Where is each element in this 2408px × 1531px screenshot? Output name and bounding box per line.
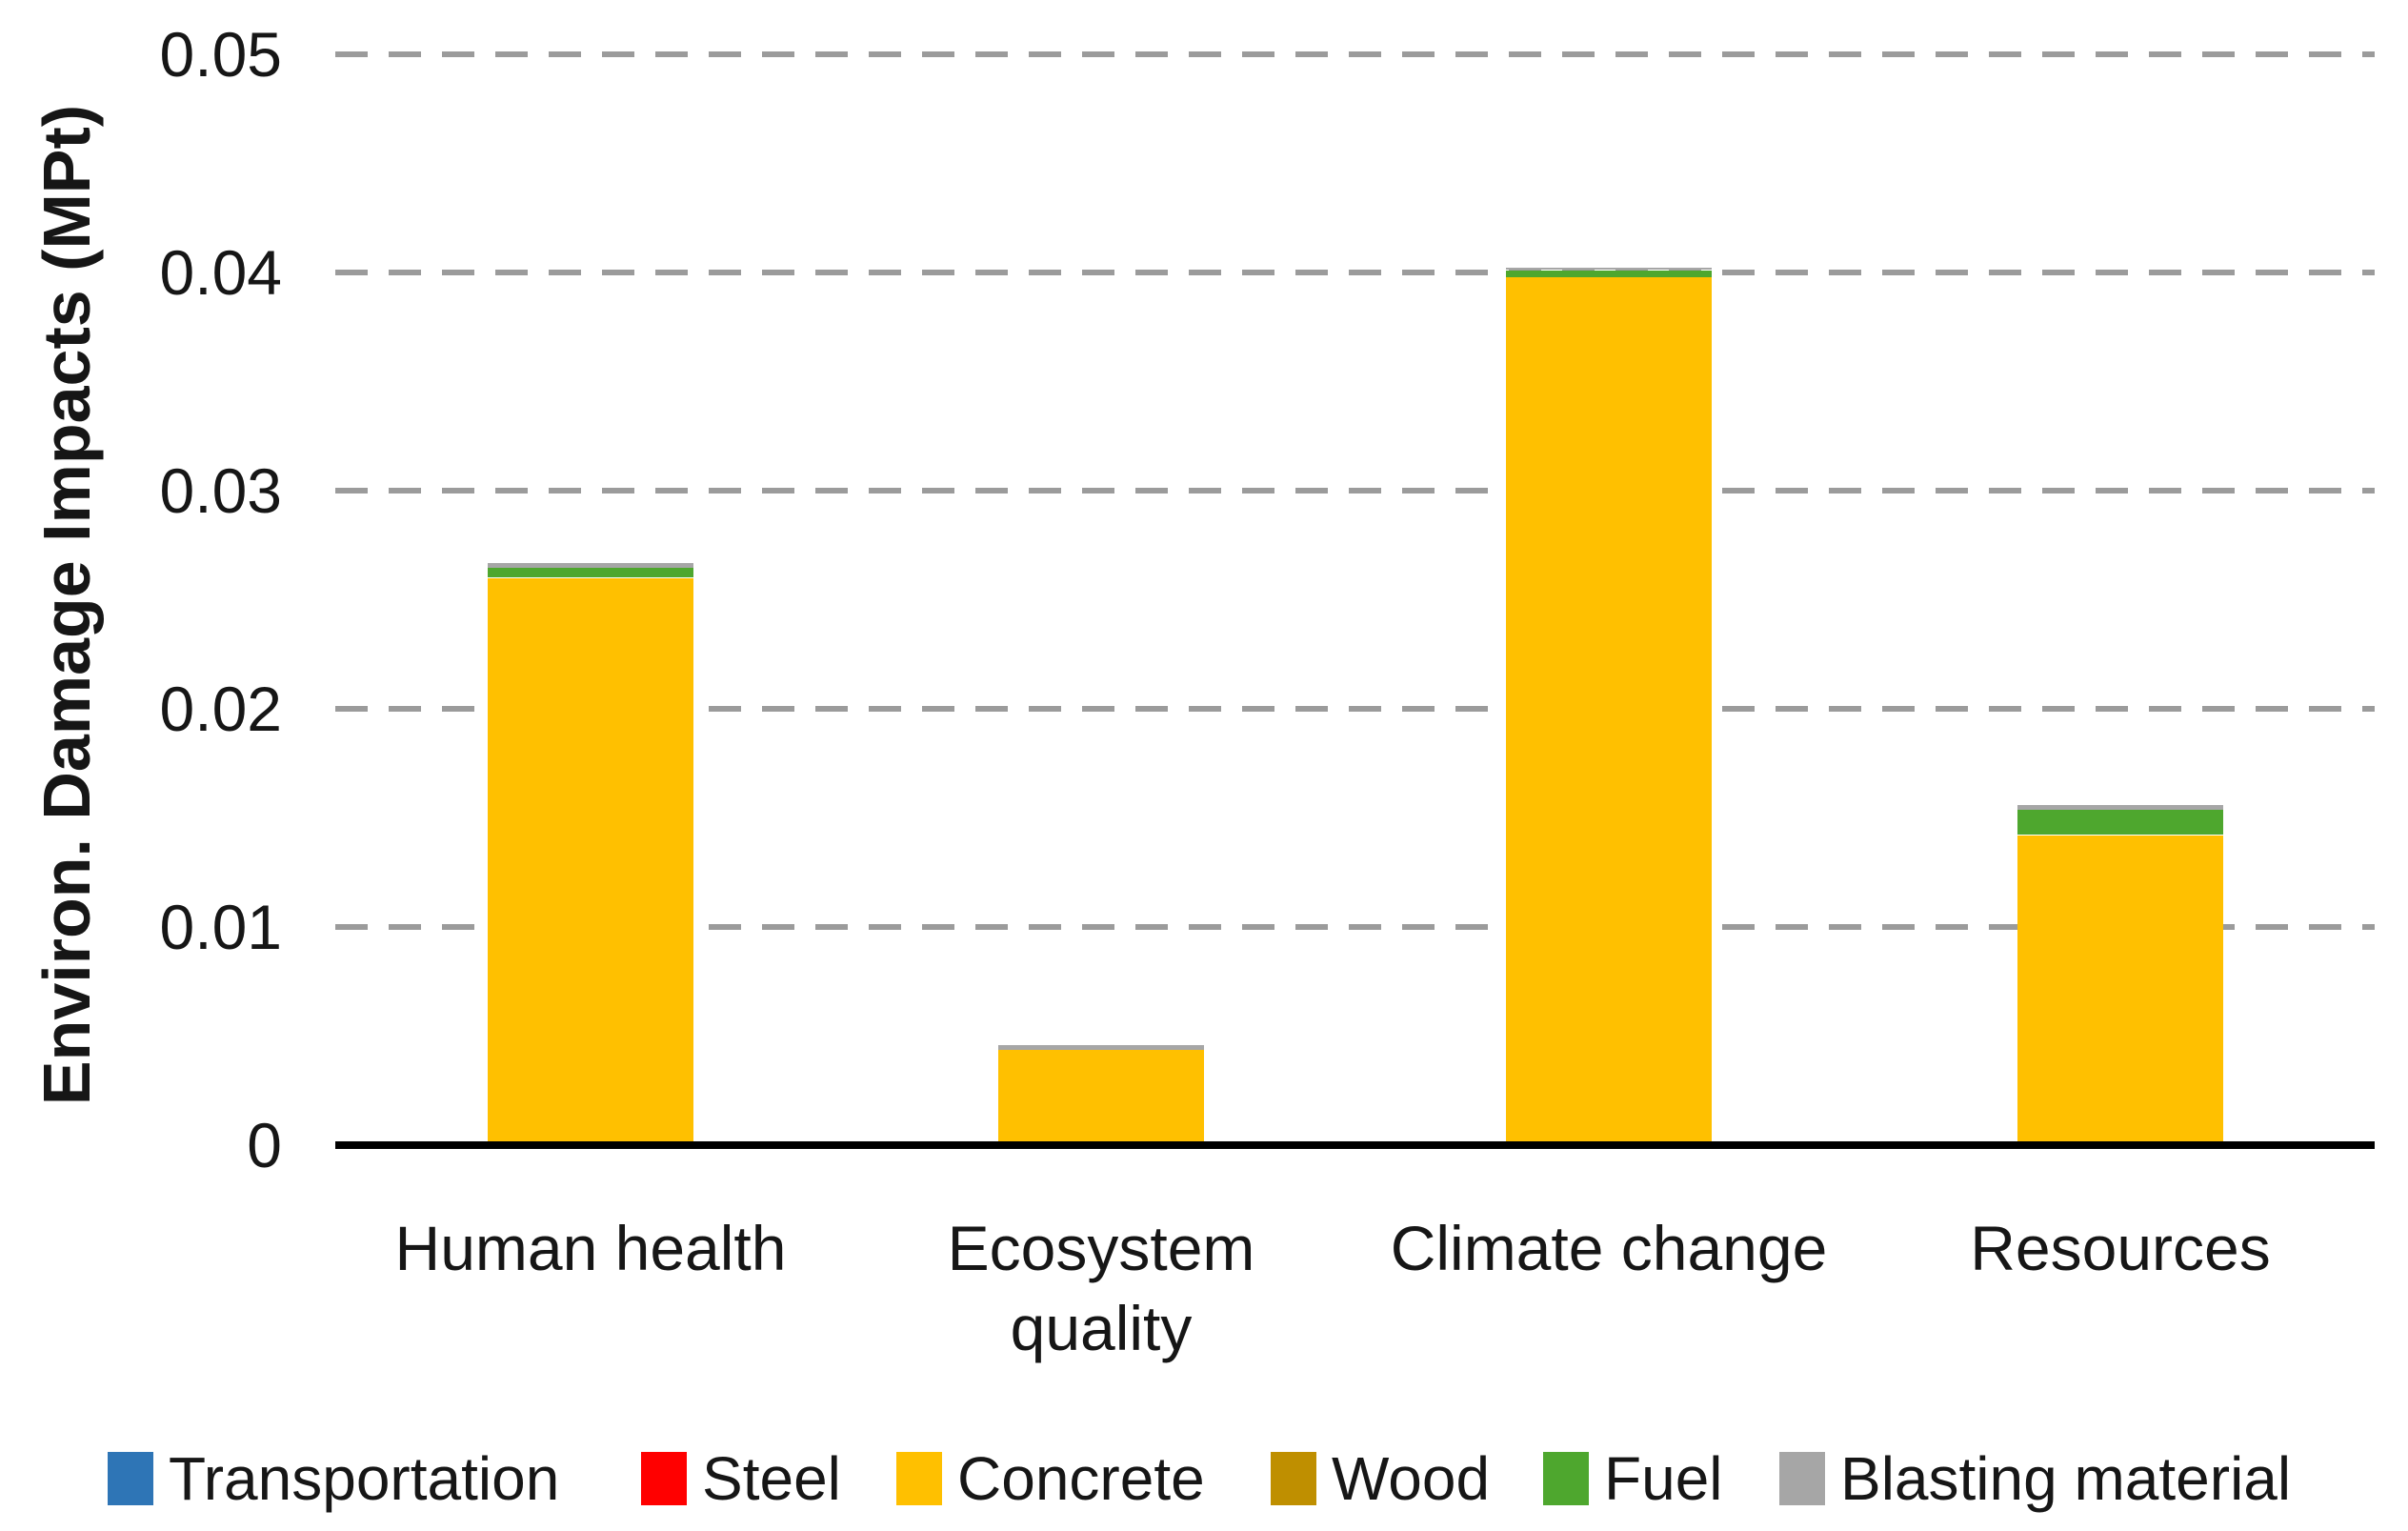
y-tick-label-0.01: 0.01: [159, 892, 282, 962]
gridline-0.05: [335, 51, 2375, 57]
legend-label: Blasting material: [1840, 1444, 2292, 1513]
gridline-0.03: [335, 488, 2375, 494]
legend-item-blasting-material: Blasting material: [1779, 1448, 2291, 1509]
legend-item-transportation: Transportation: [108, 1448, 559, 1509]
y-tick-label-0: 0: [247, 1110, 282, 1180]
bar-segment-blasting-material-human-health: [488, 562, 693, 568]
bar-segment-fuel-resources: [2017, 809, 2223, 836]
bar-segment-concrete-climate-change: [1506, 276, 1712, 1145]
gridline-0.04: [335, 270, 2375, 275]
y-tick-label-0.04: 0.04: [159, 237, 282, 308]
legend-swatch-fuel: [1543, 1452, 1589, 1505]
legend-swatch-blasting-material: [1779, 1452, 1825, 1505]
x-category-label-resources: Resources: [1970, 1213, 2271, 1283]
bar-segment-blasting-material-climate-change: [1506, 268, 1712, 271]
legend-label: Steel: [702, 1444, 841, 1513]
legend-swatch-concrete: [896, 1452, 942, 1505]
legend-swatch-wood: [1271, 1452, 1316, 1505]
y-tick-label-0.02: 0.02: [159, 674, 282, 744]
legend-swatch-steel: [641, 1452, 687, 1505]
y-tick-label-0.03: 0.03: [159, 455, 282, 526]
legend-item-wood: Wood: [1271, 1448, 1490, 1509]
bar-segment-concrete-resources: [2017, 835, 2223, 1145]
bar-segment-blasting-material-resources: [2017, 804, 2223, 810]
bar-segment-concrete-human-health: [488, 577, 693, 1145]
legend-item-fuel: Fuel: [1543, 1448, 1723, 1509]
x-category-label-human-health: Human health: [394, 1213, 787, 1283]
x-category-label-ecosystem-quality: Ecosystem quality: [947, 1213, 1255, 1363]
legend-label: Concrete: [957, 1444, 1205, 1513]
x-axis-line: [335, 1141, 2375, 1149]
legend-label: Wood: [1332, 1444, 1491, 1513]
y-axis-title: Environ. Damage Impacts (MPt): [30, 104, 104, 1106]
bar-segment-fuel-climate-change: [1506, 270, 1712, 277]
bar-segment-fuel-human-health: [488, 567, 693, 578]
x-category-label-climate-change: Climate change: [1390, 1213, 1828, 1283]
gridline-0.01: [335, 924, 2375, 930]
legend-item-steel: Steel: [641, 1448, 841, 1509]
gridline-0.02: [335, 706, 2375, 712]
legend-swatch-transportation: [108, 1452, 153, 1505]
legend-label: Fuel: [1604, 1444, 1723, 1513]
legend-label: Transportation: [169, 1444, 560, 1513]
legend-item-concrete: Concrete: [896, 1448, 1205, 1509]
bar-segment-blasting-material-ecosystem-quality: [998, 1044, 1204, 1050]
y-tick-label-0.05: 0.05: [159, 19, 282, 90]
bar-segment-concrete-ecosystem-quality: [998, 1049, 1204, 1146]
